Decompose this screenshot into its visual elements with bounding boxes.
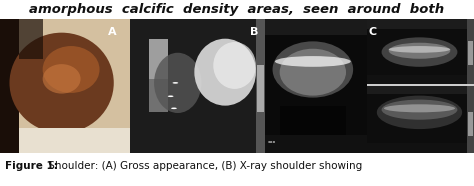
Circle shape xyxy=(168,95,173,97)
Bar xyxy=(367,86,474,94)
Bar xyxy=(256,19,265,153)
Ellipse shape xyxy=(382,37,457,67)
Text: A: A xyxy=(108,27,116,37)
Bar xyxy=(19,128,130,153)
Ellipse shape xyxy=(43,46,100,93)
Bar xyxy=(0,19,19,153)
Bar xyxy=(367,86,474,153)
Bar xyxy=(367,19,474,84)
Bar xyxy=(468,41,473,65)
Bar xyxy=(367,75,474,84)
Text: amorphous  calcific  density  areas,  seen  around  both: amorphous calcific density areas, seen a… xyxy=(29,3,445,16)
Ellipse shape xyxy=(382,100,457,120)
Ellipse shape xyxy=(213,42,256,89)
Text: Shoulder: (A) Gross appearance, (B) X-ray shoulder showing: Shoulder: (A) Gross appearance, (B) X-ra… xyxy=(45,161,362,171)
Ellipse shape xyxy=(384,104,455,112)
Ellipse shape xyxy=(273,41,353,98)
Circle shape xyxy=(173,82,178,84)
Bar xyxy=(467,86,474,153)
Ellipse shape xyxy=(154,53,201,113)
Ellipse shape xyxy=(389,46,450,53)
Ellipse shape xyxy=(9,33,114,133)
Text: C: C xyxy=(369,27,377,37)
Bar xyxy=(467,19,474,84)
Ellipse shape xyxy=(275,56,351,67)
Bar xyxy=(367,143,474,153)
Bar xyxy=(149,39,168,79)
Bar xyxy=(19,19,43,59)
Bar xyxy=(0,19,130,153)
Bar xyxy=(149,39,168,112)
Bar xyxy=(265,135,367,153)
Ellipse shape xyxy=(389,43,450,59)
Circle shape xyxy=(171,108,177,109)
Text: ▪▪▪: ▪▪▪ xyxy=(268,139,276,143)
Bar xyxy=(367,84,474,86)
Ellipse shape xyxy=(43,64,81,94)
Bar xyxy=(265,19,367,153)
Bar xyxy=(280,106,346,153)
Bar xyxy=(265,19,367,35)
Text: B: B xyxy=(250,27,258,37)
Ellipse shape xyxy=(194,39,256,106)
Bar xyxy=(468,112,473,137)
Bar xyxy=(257,65,264,112)
Bar xyxy=(367,19,474,29)
Ellipse shape xyxy=(280,49,346,96)
Text: Figure 1:: Figure 1: xyxy=(5,161,58,171)
Bar xyxy=(130,19,265,153)
Ellipse shape xyxy=(377,96,462,129)
